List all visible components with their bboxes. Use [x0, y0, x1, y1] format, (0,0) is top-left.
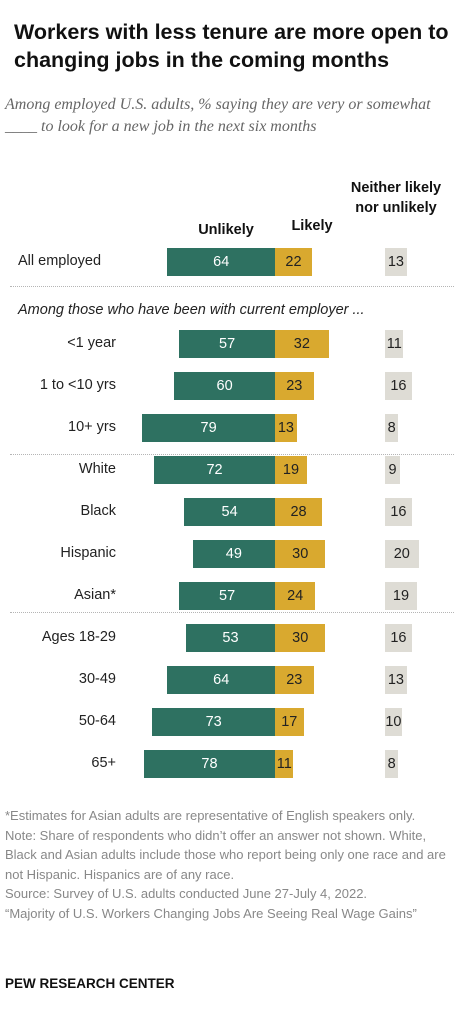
- bar-neither-hispanic: 20: [385, 540, 419, 568]
- separator: [10, 454, 454, 455]
- value-label-neither: 20: [393, 546, 410, 562]
- bar-likely-under-1-year: 32: [275, 330, 329, 358]
- bar-neither-10-plus-yrs: 8: [385, 414, 399, 442]
- bar-unlikely-under-1-year: 57: [179, 330, 275, 358]
- value-label-unlikely: 73: [205, 714, 222, 730]
- row-label-ages-30-49: 30-49: [78, 671, 116, 687]
- row-label-10-plus-yrs: 10+ yrs: [68, 419, 116, 435]
- bar-likely-asian: 24: [275, 582, 316, 610]
- bar-unlikely-asian: 57: [179, 582, 275, 610]
- value-label-neither: 8: [387, 420, 396, 436]
- bar-unlikely-all-employed: 64: [167, 248, 275, 276]
- bar-unlikely-hispanic: 49: [192, 540, 275, 568]
- row-label-under-1-year: <1 year: [67, 335, 116, 351]
- value-label-neither: 9: [388, 462, 397, 478]
- bar-neither-all-employed: 13: [385, 248, 407, 276]
- column-header-unlikely: Unlikely: [198, 222, 254, 238]
- value-label-unlikely: 54: [221, 504, 238, 520]
- bar-likely-ages-65-plus: 11: [275, 750, 294, 778]
- value-label-unlikely: 64: [213, 254, 230, 270]
- bar-likely-ages-50-64: 17: [275, 708, 304, 736]
- group-label-tenure: Among those who have been with current e…: [18, 302, 365, 318]
- column-header-likely: Likely: [291, 218, 333, 234]
- separator: [10, 612, 454, 613]
- bar-likely-hispanic: 30: [275, 540, 326, 568]
- bar-unlikely-ages-30-49: 64: [167, 666, 275, 694]
- bar-likely-ages-18-29: 30: [275, 624, 326, 652]
- bar-neither-ages-30-49: 13: [385, 666, 407, 694]
- value-label-neither: 13: [387, 672, 404, 688]
- value-label-likely: 22: [285, 254, 302, 270]
- bar-neither-ages-18-29: 16: [385, 624, 412, 652]
- bar-neither-ages-50-64: 10: [385, 708, 402, 736]
- bar-neither-asian: 19: [385, 582, 417, 610]
- bar-neither-under-1-year: 11: [385, 330, 404, 358]
- value-label-likely: 24: [287, 588, 304, 604]
- bar-neither-black: 16: [385, 498, 412, 526]
- value-label-unlikely: 72: [206, 462, 223, 478]
- row-label-all-employed: All employed: [18, 253, 102, 269]
- value-label-unlikely: 60: [216, 378, 233, 394]
- row-label-1-to-10-yrs: 1 to <10 yrs: [39, 377, 116, 393]
- note-text: Note: Share of respondents who didn’t of…: [5, 827, 446, 882]
- bar-neither-ages-65-plus: 8: [385, 750, 399, 778]
- bar-likely-all-employed: 22: [275, 248, 312, 276]
- value-label-likely: 23: [286, 672, 303, 688]
- value-label-unlikely: 57: [219, 336, 236, 352]
- bar-likely-10-plus-yrs: 13: [275, 414, 297, 442]
- value-label-likely: 11: [276, 756, 292, 772]
- value-label-neither: 16: [390, 504, 407, 520]
- row-label-ages-50-64: 50-64: [78, 713, 116, 729]
- row-label-hispanic: Hispanic: [60, 545, 116, 561]
- bar-likely-1-to-10-yrs: 23: [275, 372, 314, 400]
- column-header-neither: Neither likely nor unlikely: [350, 180, 442, 216]
- value-label-likely: 30: [292, 546, 309, 562]
- value-label-neither: 19: [392, 588, 410, 604]
- value-label-unlikely: 53: [222, 630, 239, 646]
- bar-unlikely-10-plus-yrs: 79: [142, 414, 275, 442]
- value-label-neither: 16: [390, 378, 407, 394]
- bar-neither-white: 9: [385, 456, 401, 484]
- bar-likely-white: 19: [275, 456, 307, 484]
- value-label-likely: 23: [286, 378, 303, 394]
- report-title: “Majority of U.S. Workers Changing Jobs …: [5, 905, 417, 921]
- row-label-asian: Asian*: [74, 587, 116, 603]
- bar-unlikely-ages-50-64: 73: [152, 708, 275, 736]
- chart-subtitle: Among employed U.S. adults, % saying the…: [5, 96, 431, 135]
- value-label-likely: 28: [290, 504, 307, 520]
- bar-unlikely-white: 72: [154, 456, 275, 484]
- bar-unlikely-1-to-10-yrs: 60: [174, 372, 275, 400]
- bar-likely-ages-30-49: 23: [275, 666, 314, 694]
- bar-likely-black: 28: [275, 498, 323, 526]
- value-label-likely: 19: [282, 462, 300, 478]
- value-label-neither: 8: [387, 756, 396, 772]
- chart-title: Workers with less tenure are more open t…: [14, 20, 449, 72]
- value-label-likely: 32: [293, 336, 310, 352]
- value-label-unlikely: 79: [200, 420, 217, 436]
- value-label-neither: 16: [390, 630, 407, 646]
- value-label-neither: 11: [386, 336, 402, 352]
- asterisk-note: *Estimates for Asian adults are represen…: [5, 808, 416, 823]
- bar-unlikely-ages-18-29: 53: [185, 624, 275, 652]
- bar-unlikely-black: 54: [184, 498, 275, 526]
- value-label-unlikely: 57: [219, 588, 236, 604]
- row-label-ages-18-29: Ages 18-29: [41, 629, 116, 645]
- bar-unlikely-ages-65-plus: 78: [143, 750, 275, 778]
- value-label-unlikely: 49: [225, 546, 242, 562]
- value-label-neither: 10: [385, 714, 402, 730]
- separator: [10, 286, 454, 287]
- value-label-unlikely: 64: [213, 672, 230, 688]
- value-label-likely: 17: [281, 714, 298, 730]
- footer-brand: PEW RESEARCH CENTER: [5, 976, 175, 991]
- row-label-black: Black: [80, 503, 116, 519]
- value-label-neither: 13: [387, 254, 404, 270]
- value-label-likely: 30: [292, 630, 309, 646]
- bar-neither-1-to-10-yrs: 16: [385, 372, 412, 400]
- chart-notes: *Estimates for Asian adults are represen…: [5, 806, 460, 924]
- row-label-white: White: [78, 461, 116, 477]
- row-label-ages-65-plus: 65+: [91, 755, 116, 771]
- value-label-likely: 13: [277, 420, 294, 436]
- source-text: Source: Survey of U.S. adults conducted …: [5, 886, 368, 902]
- value-label-unlikely: 78: [201, 756, 218, 772]
